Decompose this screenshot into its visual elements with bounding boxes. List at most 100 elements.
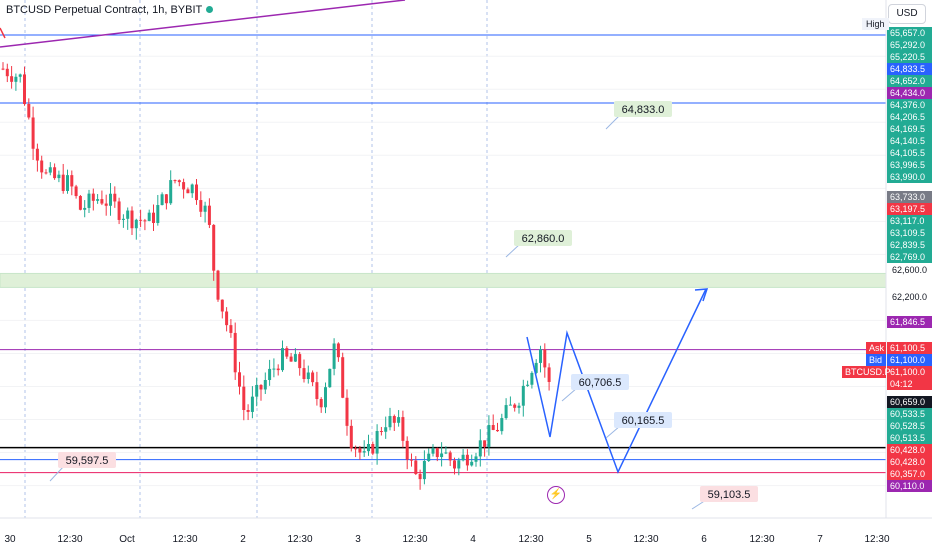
price-tick-19: 62,600.0 — [892, 265, 927, 275]
high-label: High — [862, 18, 889, 30]
time-tick-1: 12:30 — [57, 534, 82, 545]
price-label-bg-5 — [700, 486, 758, 502]
candle-body — [319, 399, 323, 408]
candle-body — [31, 117, 35, 149]
price-chip-bg-7 — [887, 111, 932, 123]
price-chip-23: 61,100.0 — [890, 355, 925, 365]
price-label-bg-2 — [571, 374, 629, 390]
price-chip-22: 61,100.5 — [890, 343, 925, 353]
candle-body — [526, 384, 530, 386]
price-chip-12: 63,990.0 — [890, 172, 925, 182]
candle-body — [1, 68, 5, 70]
time-tick-7: 12:30 — [402, 534, 427, 545]
label-leader-0 — [605, 114, 621, 130]
candle-body — [14, 76, 18, 82]
candle-body — [435, 448, 439, 458]
candle-body — [87, 193, 91, 208]
candle-body — [173, 180, 177, 182]
label-leader-1 — [505, 243, 521, 258]
price-chip-8: 64,169.5 — [890, 124, 925, 134]
time-tick-13: 12:30 — [749, 534, 774, 545]
time-tick-3: 12:30 — [172, 534, 197, 545]
candle-body — [255, 384, 259, 397]
price-chip-bg-8 — [887, 123, 932, 135]
candle-body — [302, 368, 306, 380]
price-chip-bg-30 — [887, 456, 932, 468]
candle-body — [121, 218, 125, 220]
candle-body — [345, 397, 349, 426]
time-tick-8: 4 — [470, 534, 476, 545]
price-chip-bg-18 — [887, 251, 932, 263]
chart-title: BTCUSD Perpetual Contract, 1h, BYBIT — [6, 4, 214, 16]
candle-body — [100, 199, 104, 204]
time-tick-12: 6 — [701, 534, 707, 545]
price-chip-27: 60,528.5 — [890, 421, 925, 431]
price-chip-bg-31 — [887, 468, 932, 480]
price-chip-15: 63,117.0 — [890, 216, 924, 226]
candle-body — [27, 103, 31, 118]
price-label-bg-3 — [614, 412, 672, 428]
price-chip-bg-10 — [887, 147, 932, 159]
currency-button[interactable]: USD — [888, 4, 926, 24]
price-chip-3: 64,833.5 — [890, 64, 925, 74]
candle-body — [109, 193, 112, 206]
projection-path — [526, 288, 707, 474]
candle-body — [496, 429, 499, 432]
price-chip-26: 60,533.5 — [890, 409, 925, 419]
candle-body — [367, 444, 370, 452]
candle-body — [371, 444, 375, 454]
candle-body — [177, 180, 181, 183]
label-leader-4 — [49, 465, 65, 482]
price-chip-bg-16 — [887, 227, 932, 239]
trendline — [0, 0, 406, 48]
candle-body — [448, 452, 452, 461]
candle-body — [117, 201, 121, 220]
price-chip-bg-5 — [887, 87, 932, 99]
candle-body — [5, 68, 9, 77]
candle-body — [143, 220, 147, 222]
candle-body — [349, 425, 353, 449]
candle-body — [96, 199, 100, 201]
price-chip-bg-4 — [887, 75, 932, 87]
candle-body — [487, 425, 491, 447]
candle-body — [534, 362, 538, 373]
candle-body — [397, 417, 401, 423]
price-chip-21: 61,846.5 — [890, 317, 925, 327]
candle-body — [410, 459, 413, 461]
price-label-0: 64,833.0 — [622, 104, 665, 116]
ask-label: Ask — [869, 343, 885, 353]
flash-icon[interactable]: ⚡ — [547, 486, 565, 504]
price-chip-bg-13 — [887, 191, 932, 203]
price-chip-10: 64,105.5 — [890, 148, 925, 158]
candle-body — [160, 194, 164, 206]
candle-body — [44, 172, 48, 174]
price-chip-1: 65,292.0 — [890, 40, 925, 50]
price-chip-5: 64,434.0 — [890, 88, 925, 98]
time-tick-15: 12:30 — [864, 534, 889, 545]
price-chip-bg-21 — [887, 316, 932, 328]
candle-body — [547, 367, 551, 382]
candle-body — [66, 175, 69, 191]
candle-body — [500, 418, 504, 432]
price-chip-bg-22 — [887, 342, 932, 354]
price-chip-bg-3 — [887, 63, 932, 75]
price-chip-11: 63,996.5 — [890, 160, 925, 170]
candle-body — [405, 440, 409, 460]
candle-body — [263, 380, 267, 390]
price-chip-28: 60,513.5 — [890, 433, 925, 443]
symbol-chip: BTCUSD.P — [845, 367, 891, 377]
price-label-4: 59,597.5 — [66, 455, 109, 467]
candle-body — [298, 354, 302, 369]
price-chip-bg-14 — [887, 203, 932, 215]
candle-body — [113, 193, 117, 202]
bid-label: Bid — [869, 355, 882, 365]
candle-body — [272, 368, 276, 370]
price-label-bg-0 — [614, 101, 672, 117]
chart-title-text: BTCUSD Perpetual Contract, 1h, BYBIT — [6, 4, 203, 16]
price-chip-bg-0 — [887, 27, 932, 39]
price-chip-32: 60,110.0 — [890, 481, 924, 491]
candle-body — [388, 416, 392, 428]
candle-body — [190, 184, 194, 194]
